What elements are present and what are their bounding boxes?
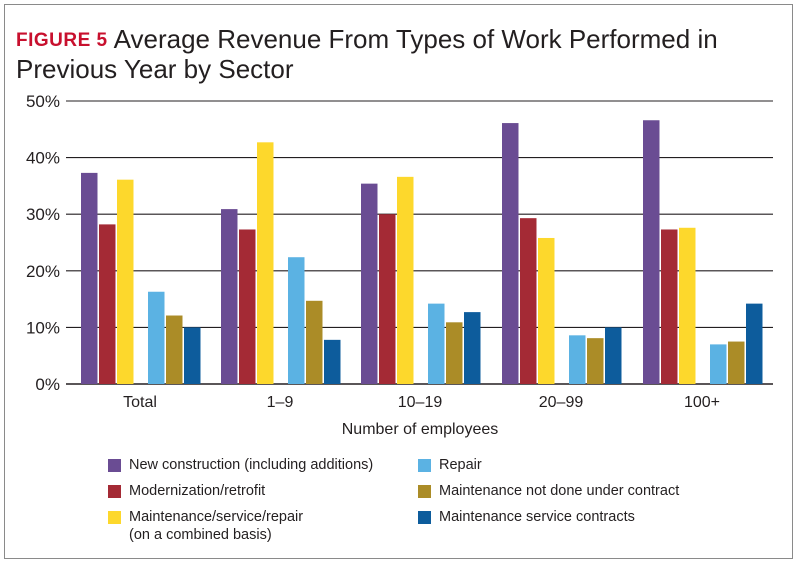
bar-chart: 0% 10% 20% 30% 40% 50% Total 1–9 10–19 20–99 100+…	[26, 92, 773, 438]
figure-label: FIGURE 5	[16, 30, 108, 51]
bar	[605, 327, 622, 384]
bar	[117, 179, 134, 384]
y-tick-label: 50%	[26, 92, 60, 111]
bar	[643, 120, 660, 384]
bar	[746, 303, 763, 384]
x-tick-label: 10–19	[398, 394, 443, 411]
legend-item: Maintenance/service/repair (on a combined…	[108, 508, 303, 544]
bar	[428, 303, 445, 384]
bars	[81, 120, 763, 384]
bar	[361, 183, 378, 384]
bar	[288, 257, 305, 384]
bar	[148, 291, 165, 384]
x-tick-label: 100+	[684, 394, 720, 411]
legend-item: New construction (including additions)	[108, 456, 373, 474]
legend-item: Maintenance service contracts	[418, 508, 635, 526]
bar	[221, 209, 238, 384]
bar	[166, 315, 183, 384]
bar	[324, 339, 341, 384]
chart-title: FIGURE 5 Average Revenue From Types of Wo…	[16, 24, 776, 84]
x-tick-label: Total	[123, 394, 157, 411]
legend-item: Maintenance not done under contract	[418, 482, 679, 500]
bar	[99, 224, 116, 384]
bar	[569, 335, 586, 384]
legend-swatch	[418, 485, 431, 498]
x-tick-label: 1–9	[267, 394, 294, 411]
legend-swatch	[108, 459, 121, 472]
legend-swatch	[108, 511, 121, 524]
bar	[379, 214, 396, 384]
y-tick-label: 20%	[26, 262, 60, 281]
y-tick-label: 30%	[26, 205, 60, 224]
bar	[520, 218, 537, 384]
legend-swatch	[418, 459, 431, 472]
bar	[239, 229, 256, 384]
bar	[257, 142, 274, 384]
legend-label: Maintenance/service/repair (on a combined…	[129, 509, 304, 543]
legend-label: New construction (including additions)	[129, 457, 374, 473]
bar	[464, 312, 481, 384]
x-tick-label: 20–99	[539, 394, 584, 411]
bar	[679, 227, 696, 384]
bar	[661, 229, 678, 384]
x-axis-label: Number of employees	[342, 421, 499, 438]
bar	[728, 341, 745, 384]
legend-label: Repair	[439, 457, 482, 473]
y-axis-tick-labels: 0% 10% 20% 30% 40% 50%	[26, 92, 60, 394]
bar	[502, 123, 519, 384]
y-tick-label: 10%	[26, 318, 60, 337]
bar	[306, 300, 323, 384]
bar	[81, 172, 98, 384]
bar	[397, 176, 414, 384]
legend-item: Modernization/retrofit	[108, 482, 265, 500]
legend-swatch	[108, 485, 121, 498]
bar	[587, 338, 604, 384]
bar	[710, 344, 727, 384]
bar	[538, 237, 555, 384]
legend-item: Repair	[418, 456, 482, 474]
chart-title-text: Average Revenue From Types of Work Perfo…	[16, 24, 718, 84]
bar	[446, 322, 463, 384]
legend-label: Maintenance not done under contract	[439, 483, 680, 499]
y-tick-label: 40%	[26, 149, 60, 168]
y-tick-label: 0%	[35, 375, 60, 394]
x-axis-tick-labels: Total 1–9 10–19 20–99 100+	[123, 394, 720, 411]
legend-swatch	[418, 511, 431, 524]
bar	[184, 327, 201, 384]
legend-label: Maintenance service contracts	[439, 509, 635, 525]
legend-label: Modernization/retrofit	[129, 483, 266, 499]
